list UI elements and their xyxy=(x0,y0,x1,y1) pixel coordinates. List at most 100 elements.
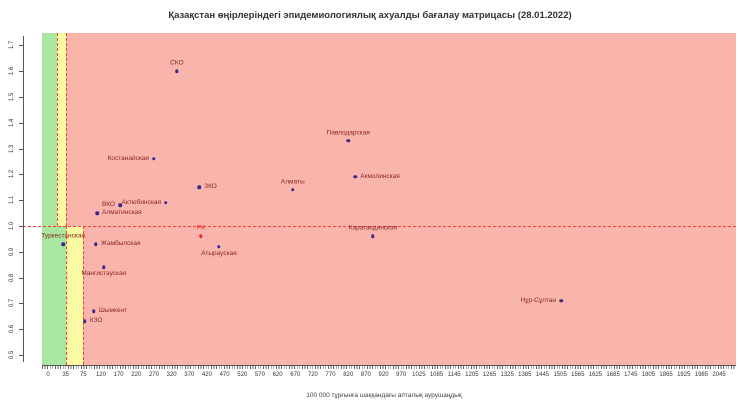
y-tick-label: 1.5 xyxy=(9,92,15,102)
y-axis-line xyxy=(23,36,24,362)
data-point-label: СКО xyxy=(170,59,184,67)
data-point xyxy=(118,203,122,208)
x-tick-label: 1745 xyxy=(624,372,638,378)
data-point xyxy=(291,188,295,192)
x-tick-label: 1265 xyxy=(482,372,497,378)
y-axis-tick xyxy=(19,122,23,124)
y-axis-tick xyxy=(19,251,23,253)
x-axis-tick-comb xyxy=(42,366,736,369)
x-tick-label: 1625 xyxy=(588,372,603,378)
y-axis-tick xyxy=(19,226,23,227)
y-tick-label: 0.8 xyxy=(9,273,15,282)
zone-red-upper xyxy=(65,33,736,226)
y-tick-label: 0.7 xyxy=(9,299,15,308)
x-tick-label: 1325 xyxy=(500,372,514,378)
x-tick-label: 620 xyxy=(272,372,283,378)
y-axis-tick xyxy=(19,200,23,202)
x-tick-label: 0 xyxy=(46,372,50,378)
zone-yellow-lower xyxy=(65,226,84,365)
threshold-line xyxy=(65,33,67,226)
x-tick-label: 1025 xyxy=(412,372,426,378)
y-axis-tick xyxy=(19,174,23,176)
data-point xyxy=(83,319,87,324)
data-point xyxy=(95,211,99,215)
data-point-label: РК xyxy=(196,224,205,232)
data-point-label: ВКО xyxy=(101,201,116,209)
chart-title: Қазақстан өңірлеріндегі эпидемиологиялық… xyxy=(168,10,572,21)
data-point xyxy=(94,242,98,246)
x-tick-label: 1205 xyxy=(465,372,479,378)
data-point xyxy=(217,244,221,249)
data-point-label: Атырауская xyxy=(201,249,237,257)
x-tick-label: 720 xyxy=(307,372,318,378)
x-tick-label: 520 xyxy=(237,372,248,378)
data-point xyxy=(102,265,106,270)
x-tick-label: 1385 xyxy=(518,372,532,378)
x-tick-label: 920 xyxy=(378,372,389,378)
x-tick-label: 35 xyxy=(62,372,69,378)
threshold-line xyxy=(57,33,59,226)
x-tick-label: 120 xyxy=(95,372,106,378)
x-tick-label: 1565 xyxy=(571,372,585,378)
data-point-label: Костанайская xyxy=(107,154,149,162)
data-point xyxy=(199,234,203,239)
x-tick-label: 170 xyxy=(113,372,124,378)
x-tick-label: 75 xyxy=(79,372,87,378)
data-point xyxy=(164,201,168,205)
data-point-label: Мангистауская xyxy=(81,270,127,278)
x-tick-label: 1505 xyxy=(553,372,567,378)
data-point xyxy=(92,309,96,313)
data-point-label: ЗКО xyxy=(204,183,217,191)
x-tick-label: 320 xyxy=(166,372,177,378)
x-tick-label: 420 xyxy=(201,372,212,378)
x-tick-label: 470 xyxy=(219,372,230,378)
y-tick-label: 0.6 xyxy=(9,325,15,334)
x-tick-label: 870 xyxy=(360,372,371,378)
data-point xyxy=(559,299,563,303)
data-point-label: Алматинская xyxy=(102,208,142,216)
rt-reference-line xyxy=(23,226,736,227)
y-tick-label: 1.3 xyxy=(9,144,15,153)
data-point-label: Актюбинская xyxy=(121,198,161,206)
y-axis-tick xyxy=(19,277,23,279)
y-tick-label: 0.9 xyxy=(9,247,15,256)
zone-red-lower xyxy=(83,226,736,365)
data-point-label: Жамбылская xyxy=(100,239,141,247)
y-axis-tick xyxy=(19,303,23,305)
threshold-line xyxy=(65,226,67,365)
y-tick-label: 1.7 xyxy=(9,41,15,50)
data-point-label: Карагандинская xyxy=(348,224,398,232)
zone-green-upper xyxy=(42,33,58,226)
x-tick-label: 1085 xyxy=(429,372,444,378)
y-axis-tick xyxy=(19,355,23,356)
data-point xyxy=(61,242,65,246)
data-point-label: Алматы xyxy=(280,178,305,186)
y-axis-tick xyxy=(19,97,23,98)
y-tick-label: 1.6 xyxy=(9,67,15,76)
x-tick-label: 1925 xyxy=(677,372,691,378)
y-tick-label: 1.4 xyxy=(9,118,15,127)
x-axis-line xyxy=(42,365,736,366)
y-tick-label: 1.1 xyxy=(9,196,15,205)
y-tick-label: 1.2 xyxy=(9,170,15,179)
x-tick-label: 270 xyxy=(148,372,159,378)
data-point xyxy=(371,234,375,239)
data-point-label: Павлодарская xyxy=(326,129,370,137)
data-point xyxy=(175,69,179,73)
data-point-label: КЗО xyxy=(89,317,103,325)
y-axis-tick xyxy=(19,148,23,150)
data-point-label: Туркестанская xyxy=(41,232,85,240)
y-tick-label: 1.0 xyxy=(9,221,15,231)
x-tick-label: 1445 xyxy=(535,372,550,378)
zone-yellow-upper xyxy=(57,33,66,226)
zone-green-lower xyxy=(42,226,66,365)
x-axis-title: 100 000 тұрғынға шаққандағы апталық ауру… xyxy=(306,392,462,399)
data-point xyxy=(353,175,358,179)
x-tick-label: 2045 xyxy=(712,372,726,378)
x-tick-label: 1985 xyxy=(694,372,709,378)
x-tick-label: 1865 xyxy=(659,372,673,378)
data-point-label: Нұр-Сұлтан xyxy=(520,296,557,304)
x-tick-label: 670 xyxy=(290,372,301,378)
x-tick-label: 820 xyxy=(343,372,354,378)
